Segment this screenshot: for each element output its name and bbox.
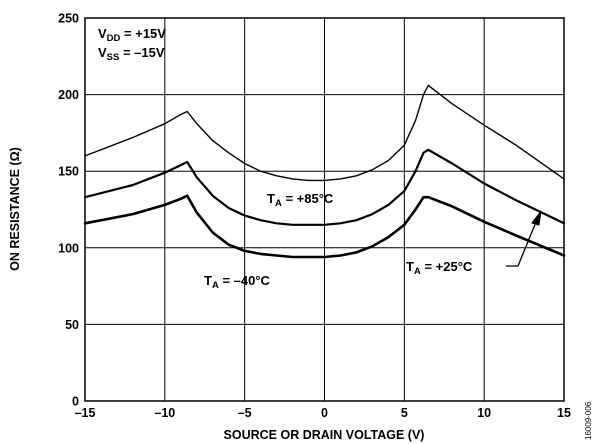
series-label-25c-arrowhead xyxy=(531,210,542,226)
x-tick-label: 0 xyxy=(321,406,328,420)
x-tick-label: 15 xyxy=(557,406,571,420)
x-axis-label: SOURCE OR DRAIN VOLTAGE (V) xyxy=(224,428,425,442)
series-lines xyxy=(83,84,566,259)
series-label-25c-leader xyxy=(506,221,537,267)
x-tick-label: 10 xyxy=(477,406,491,420)
series-label-85c: TA = +85°C xyxy=(267,191,334,209)
y-axis-ticks: 0 50 100 150 200 250 xyxy=(58,12,79,409)
y-tick-label: 50 xyxy=(65,318,79,332)
y-tick-label: 0 xyxy=(72,395,79,409)
series-line-minus40c xyxy=(83,194,566,259)
x-tick-label: –5 xyxy=(238,406,252,420)
x-tick-label: 5 xyxy=(401,406,408,420)
x-tick-label: –15 xyxy=(75,406,96,420)
series-line-85c xyxy=(84,84,565,182)
x-tick-label: –10 xyxy=(154,406,175,420)
figure-id: 16009-006 xyxy=(584,401,593,440)
y-tick-label: 100 xyxy=(58,241,79,255)
grid xyxy=(85,18,564,401)
series-line-25c xyxy=(83,148,566,226)
vss-condition-label: VSS = –15V xyxy=(98,45,165,63)
series-label-25c: TA = +25°C xyxy=(406,259,473,277)
y-axis-label: ON RESISTANCE (Ω) xyxy=(8,147,22,271)
series-label-minus40c: TA = –40°C xyxy=(204,273,271,291)
y-tick-label: 200 xyxy=(58,88,79,102)
plot-frame xyxy=(84,17,565,402)
vdd-condition-label: VDD = +15V xyxy=(98,26,166,44)
y-tick-label: 250 xyxy=(58,12,79,26)
y-tick-label: 150 xyxy=(58,165,79,179)
x-axis-ticks: –15 –10 –5 0 5 10 15 xyxy=(75,406,571,420)
